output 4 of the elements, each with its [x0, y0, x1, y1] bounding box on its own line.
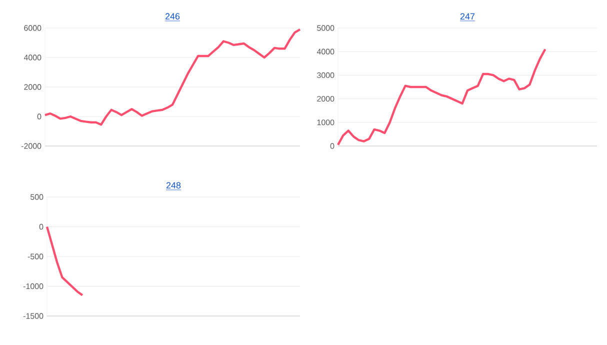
line-series — [46, 226, 84, 296]
chart-title: 246 — [165, 13, 180, 20]
chart-title: 247 — [460, 13, 475, 20]
chart-title: 248 — [166, 182, 181, 189]
